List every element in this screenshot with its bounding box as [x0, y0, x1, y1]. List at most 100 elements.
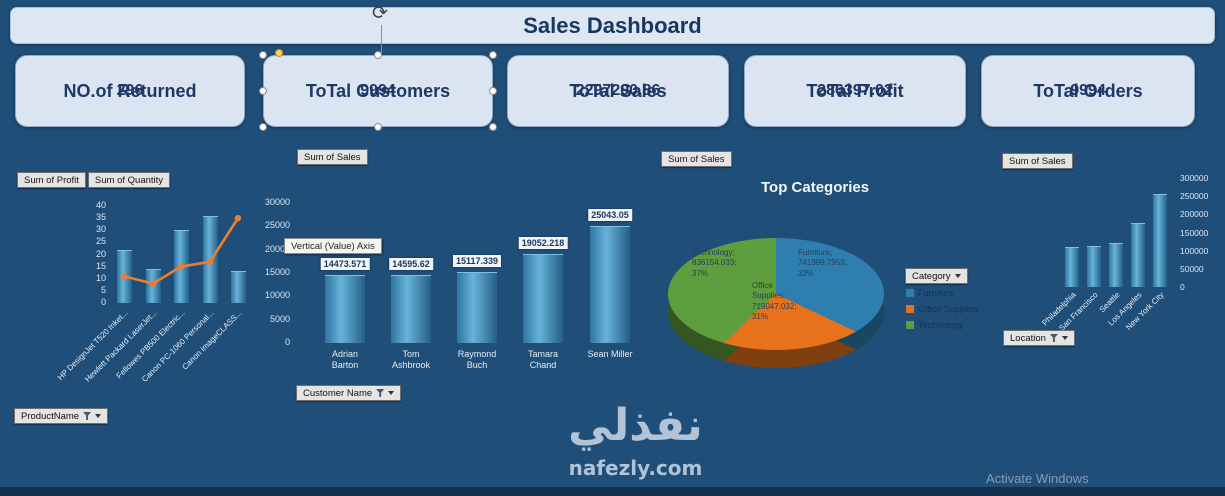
- y-axis-tick-label: 25: [95, 236, 106, 247]
- kpi-card-title: ToTal Profit: [806, 80, 904, 101]
- field-button-label: Location: [1010, 332, 1046, 344]
- kpi-card-total-sales[interactable]: ToTal Sales 2297200.86: [507, 55, 729, 127]
- kpi-card-value: 296: [116, 82, 144, 99]
- legend-swatch-technology: [906, 320, 914, 329]
- kpi-card-title: ToTal Sales: [569, 80, 667, 101]
- kpi-card-total-profit[interactable]: ToTal Profit 286397.02: [744, 55, 966, 127]
- field-button-label: Category: [912, 270, 951, 282]
- field-button-label: Sum of Sales: [668, 153, 725, 165]
- selection-handle[interactable]: [259, 87, 267, 95]
- pie-chart-title: Top Categories: [761, 179, 870, 196]
- filter-funnel-icon: [376, 389, 385, 397]
- top-categories-pie[interactable]: [668, 238, 884, 350]
- bar-seattle[interactable]: [1109, 243, 1123, 287]
- left-chart-field-buttons: Sum of Profit Sum of Quantity: [17, 172, 171, 188]
- y-axis-tick-label: 5: [100, 284, 106, 295]
- legend-swatch-furniture: [906, 288, 914, 297]
- rotate-handle-connector: [381, 25, 382, 53]
- kpi-card-value: 286397.02: [817, 82, 893, 99]
- y-axis-tick-label: 0: [100, 297, 106, 307]
- kpi-card-title: ToTal Customers: [305, 80, 451, 101]
- pie-slice-label-furniture: Furniture; 741999.7953; 32%: [798, 248, 847, 278]
- watermark-arabic: نفذلي: [568, 400, 703, 451]
- selection-handle[interactable]: [259, 123, 267, 131]
- pie-slice-label-office-supplies: Office Supplies; 719047.032; 31%: [752, 281, 797, 322]
- dropdown-caret-icon: [95, 414, 102, 418]
- kpi-card-no-of-returned[interactable]: NO.of Returned 296: [15, 55, 245, 127]
- selection-handle[interactable]: [259, 51, 267, 59]
- data-label: 25043.05: [588, 209, 632, 222]
- field-button-sum-of-profit[interactable]: Sum of Profit: [17, 172, 86, 188]
- bar-los-angeles[interactable]: [1131, 223, 1145, 287]
- legend-item-technology[interactable]: Technology: [906, 318, 1021, 331]
- field-button-label: Customer Name: [303, 387, 373, 399]
- kpi-card-title: NO.of Returned: [63, 80, 197, 101]
- y-axis-tick-label: 5000: [269, 313, 290, 324]
- dropdown-caret-icon: [954, 274, 961, 278]
- legend-label: Office Supplies: [918, 303, 979, 314]
- selection-handle[interactable]: [489, 123, 497, 131]
- axis-tooltip: Vertical (Value) Axis: [284, 238, 382, 254]
- legend-item-office-supplies[interactable]: Office Supplies: [906, 302, 1021, 315]
- bar-raymond-buch[interactable]: [457, 272, 497, 343]
- filter-button-customer-name[interactable]: Customer Name: [296, 385, 402, 401]
- bar-new-york-city[interactable]: [1153, 193, 1167, 287]
- y-axis-tick-label: 30000: [264, 197, 290, 207]
- filter-button-productname[interactable]: ProductName: [14, 408, 109, 424]
- y-axis-tick-label: 30: [95, 224, 106, 235]
- bar-tom-ashbrook[interactable]: [391, 274, 431, 343]
- bar-philadelphia[interactable]: [1065, 247, 1079, 287]
- legend-label: Technology: [918, 319, 964, 330]
- legend-label: Furniture: [918, 287, 955, 298]
- field-button-label: Sum of Sales: [304, 151, 361, 163]
- bar-canon-pc-1060-personal[interactable]: [202, 215, 218, 303]
- bar-canon-imageclass[interactable]: [230, 271, 246, 303]
- y-axis-tick-label: 150000: [1180, 227, 1209, 238]
- kpi-card-value: 2297200.86: [575, 82, 661, 99]
- field-button-label: Sum of Quantity: [94, 174, 164, 186]
- y-axis-tick-label: 20000: [264, 243, 290, 254]
- data-label: 14473.571: [320, 258, 370, 271]
- selection-handle[interactable]: [489, 51, 497, 59]
- kpi-card-total-orders[interactable]: ToTal Orders 9994: [981, 55, 1195, 127]
- adjust-handle-yellow[interactable]: [275, 49, 283, 57]
- x-axis-label-sean-miller: Sean Miller: [587, 349, 633, 359]
- selection-handle[interactable]: [374, 51, 382, 59]
- y-axis-tick-label: 40: [95, 200, 106, 210]
- field-button-sum-of-sales-customers[interactable]: Sum of Sales: [297, 149, 368, 165]
- legend-field-button-category[interactable]: Category: [905, 268, 968, 284]
- kpi-card-value: 9994: [1070, 82, 1106, 99]
- rotate-handle-icon[interactable]: ⟳: [372, 3, 388, 24]
- field-button-sum-of-quantity[interactable]: Sum of Quantity: [87, 172, 171, 188]
- y-axis-tick-label: 0: [284, 337, 290, 347]
- y-axis-tick-label: 0: [1180, 282, 1185, 292]
- field-button-label: ProductName: [21, 410, 80, 422]
- field-button-sum-of-sales-cities[interactable]: Sum of Sales: [1002, 153, 1073, 169]
- bar-san-francisco[interactable]: [1087, 245, 1101, 287]
- legend-item-furniture[interactable]: Furniture: [906, 286, 1021, 299]
- y-axis-tick-label: 10000: [264, 290, 290, 301]
- bar-adrian-barton[interactable]: [325, 275, 365, 343]
- selection-handle[interactable]: [374, 123, 382, 131]
- field-button-label: Sum of Profit: [24, 174, 79, 186]
- kpi-card-title: ToTal Orders: [1033, 80, 1143, 101]
- field-button-sum-of-sales-categories[interactable]: Sum of Sales: [661, 151, 732, 167]
- activate-windows-text: Activate Windows: [986, 471, 1089, 486]
- y-axis-tick-label: 15000: [264, 267, 290, 277]
- field-button-label: Sum of Sales: [1009, 155, 1066, 167]
- selection-handle[interactable]: [489, 87, 497, 95]
- bar-hewlett-packard-laserjet[interactable]: [145, 269, 161, 303]
- bottom-strip: [0, 487, 1225, 496]
- filter-button-location[interactable]: Location: [1003, 330, 1075, 346]
- data-label: 15117.339: [452, 255, 502, 268]
- pie-slice-label-technology: Technology; 836154.033; 37%: [692, 248, 737, 278]
- y-axis-tick-label: 20: [95, 248, 106, 259]
- bar-hp-designjet-t520-inket[interactable]: [116, 249, 132, 303]
- data-label: 19052.218: [518, 237, 568, 250]
- kpi-card-total-customers[interactable]: ToTal Customers 9994: [263, 55, 493, 127]
- bar-tamara-chand[interactable]: [523, 254, 563, 343]
- filter-funnel-icon: [1049, 334, 1058, 342]
- bar-fellowes-pb500-electric[interactable]: [173, 230, 189, 303]
- y-axis-tick-label: 300000: [1180, 173, 1209, 183]
- bar-sean-miller[interactable]: [590, 226, 630, 343]
